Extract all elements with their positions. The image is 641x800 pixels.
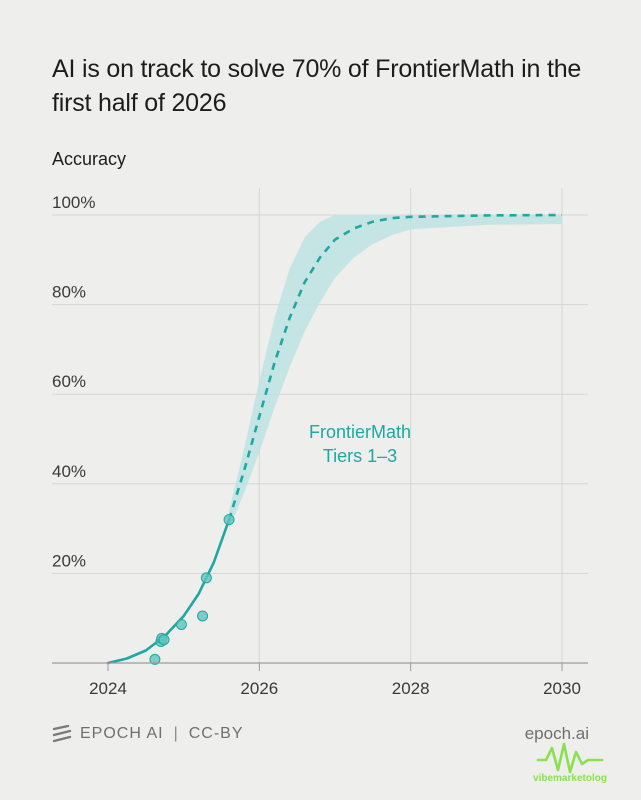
license-label: CC-BY	[188, 725, 244, 742]
chart-title: AI is on track to solve 70% of FrontierM…	[52, 55, 582, 117]
watermark: vibemarketolog	[520, 740, 620, 790]
line-layer	[106, 213, 563, 665]
y-axis-label: Accuracy	[52, 149, 127, 169]
waveform-icon	[536, 742, 604, 774]
y-tick-label: 20%	[52, 551, 86, 570]
series-label: FrontierMath	[309, 422, 411, 442]
x-tick-label: 2028	[392, 679, 430, 698]
projection-line	[227, 213, 563, 520]
footer-separator: |	[173, 725, 179, 742]
axis-layer: 20% 40% 60% 80% 100% 2024 2026 2028 2030	[52, 193, 588, 698]
uncertainty-band	[229, 215, 562, 529]
data-point	[175, 618, 187, 630]
epoch-logo-icon	[52, 725, 72, 743]
footer-brand: EPOCH AI | CC-BY	[52, 725, 244, 743]
y-tick-label: 80%	[52, 283, 86, 302]
band-layer	[229, 215, 562, 529]
fit-line	[106, 518, 231, 665]
data-point	[223, 514, 235, 526]
label-layer: FrontierMath Tiers 1–3	[309, 422, 411, 466]
watermark-text: vibemarketolog	[533, 773, 607, 784]
site-link[interactable]: epoch.ai	[524, 724, 589, 743]
data-point	[158, 634, 170, 646]
point-layer	[149, 514, 235, 665]
x-tick-label: 2024	[89, 679, 127, 698]
brand-name: EPOCH AI	[80, 725, 164, 742]
series-label: Tiers 1–3	[323, 446, 397, 466]
y-tick-label: 40%	[52, 462, 86, 481]
chart-canvas: 20% 40% 60% 80% 100% 2024 2026 2028 2030 Frontie…	[52, 188, 588, 698]
data-point	[149, 653, 161, 665]
y-tick-label: 100%	[52, 193, 95, 212]
data-point	[200, 572, 212, 584]
x-tick-label: 2026	[240, 679, 278, 698]
data-point	[197, 610, 209, 622]
y-tick-label: 60%	[52, 372, 86, 391]
x-tick-label: 2030	[543, 679, 581, 698]
